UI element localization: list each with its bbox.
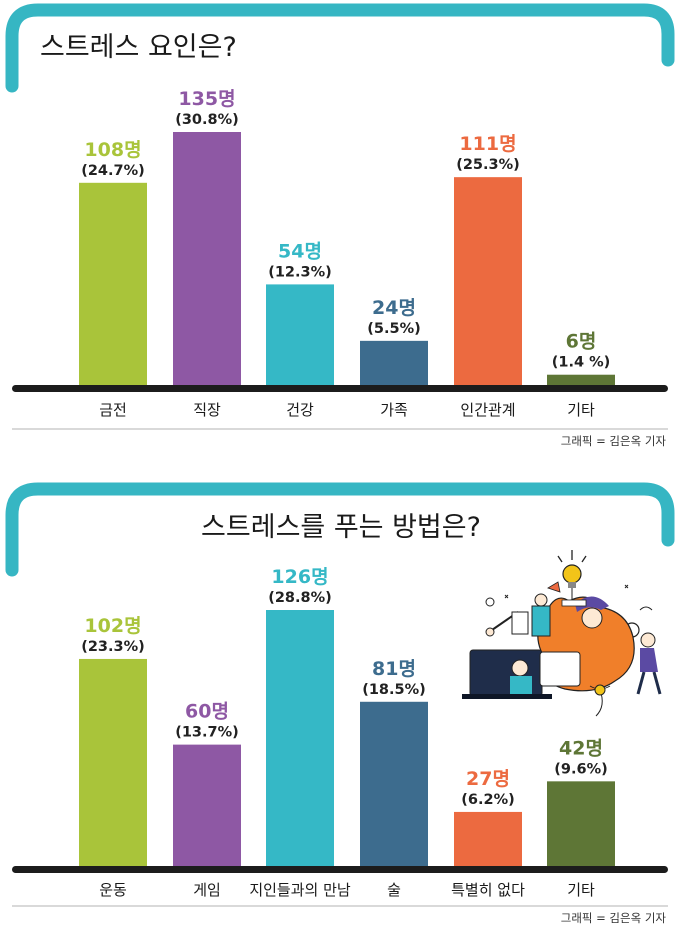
category-label: 게임 [193,881,221,899]
chart-2-axis-line [12,866,668,873]
bar-percent-label: (12.3%) [268,264,332,280]
bar-3 [266,284,334,386]
bar-count-label: 6명 [566,331,597,353]
chart-1-axis-line [12,385,668,392]
category-label: 인간관계 [460,401,515,419]
category-label: 금전 [99,401,127,419]
bar-percent-label: (9.6%) [554,761,607,777]
bar-6 [547,374,615,386]
person-head-icon [581,607,603,629]
category-label: 기타 [567,401,595,419]
category-label: 건강 [286,401,314,419]
bar-count-label: 126명 [271,566,328,588]
bar-1 [79,182,147,386]
bar-percent-label: (6.2%) [461,792,514,808]
bar-3 [266,610,334,867]
bar-percent-label: (5.5%) [367,321,420,337]
bar-count-label: 135명 [178,88,235,110]
chart-2-bars: 102명 (23.3%) 운동 60명 (13.7%) 게임 126명 (28.8%) 지인들과… [79,566,615,899]
bar-5 [454,177,522,386]
bar-count-label: 81명 [372,658,416,680]
bar-4 [360,701,428,867]
panel-1-frame [5,3,675,93]
bar-percent-label: (28.8%) [268,590,332,606]
category-label: 특별히 없다 [451,881,525,899]
lightbulb-icon [594,684,606,696]
bar-4 [360,340,428,386]
category-label: 직장 [193,401,221,419]
bar-count-label: 42명 [559,737,603,759]
bar-count-label: 102명 [84,615,141,637]
category-label: 운동 [99,881,127,899]
bar-count-label: 111명 [459,133,516,155]
bar-count-label: 54명 [278,240,322,262]
bar-2 [173,132,241,386]
category-label: 술 [387,881,401,899]
chart-1-credit: 그래픽 = 김은옥 기자 [561,434,667,448]
bar-count-label: 60명 [185,701,229,723]
people-working-with-ideas-illustration [462,550,662,717]
bar-6 [547,781,615,867]
bar-count-label: 27명 [466,768,510,790]
bar-count-label: 108명 [84,139,141,161]
panel-2-frame [5,482,675,577]
chart-1-bars: 108명 (24.7%) 금전 135명 (30.8%) 직장 54명 (12.3%) 건강 24… [79,88,615,419]
chart-2-title: 스트레스를 푸는 방법은? [201,512,481,543]
category-label: 지인들과의 만남 [249,881,351,899]
panel-stress-relief-methods: 스트레스를 푸는 방법은? [5,482,675,925]
bar-percent-label: (25.3%) [456,157,520,173]
bar-percent-label: (13.7%) [175,725,239,741]
lightbulb-icon [562,564,582,584]
bar-1 [79,658,147,867]
bar-percent-label: (1.4 %) [552,355,611,371]
panel-stress-factors: 스트레스 요인은? 108명 (24.7%) 금전 135명 (30.8%) 직장 54명 (… [5,3,675,448]
bar-5 [454,811,522,867]
bar-count-label: 24명 [372,297,416,319]
category-label: 가족 [380,401,408,419]
chart-1-title: 스트레스 요인은? [40,32,237,63]
bar-2 [173,744,241,867]
chart-2-credit: 그래픽 = 김은옥 기자 [561,911,667,925]
bar-percent-label: (24.7%) [81,163,145,179]
category-label: 기타 [567,881,595,899]
bar-percent-label: (30.8%) [175,112,239,128]
bar-percent-label: (18.5%) [362,682,426,698]
bar-percent-label: (23.3%) [81,639,145,655]
